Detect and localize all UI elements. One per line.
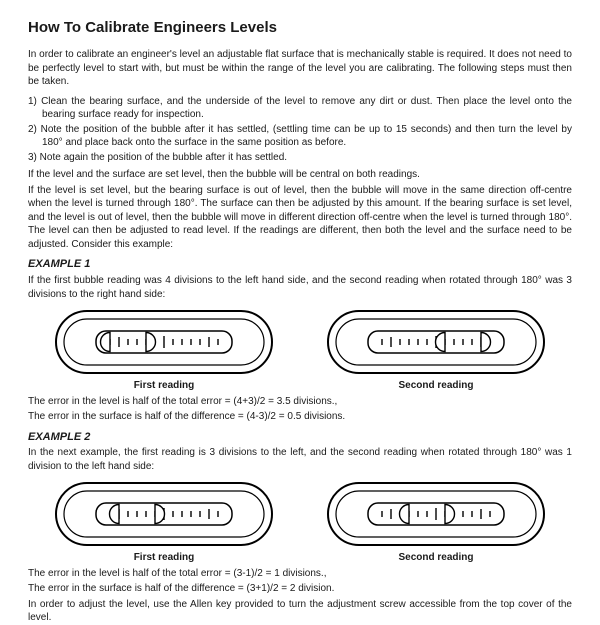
ex1-fig2: Second reading [326,309,546,393]
ex2-fig2: Second reading [326,481,546,565]
ex2-fig1: First reading [54,481,274,565]
ex1-fig1-label: First reading [54,379,274,393]
tail-paragraph: In order to adjust the level, use the Al… [28,598,572,625]
example-2-head: EXAMPLE 2 [28,430,572,445]
page-title: How To Calibrate Engineers Levels [28,18,572,38]
step-3: 3) Note again the position of the bubble… [28,151,572,165]
ex1-result-2: The error in the surface is half of the … [28,410,572,424]
step-2: 2) Note the position of the bubble after… [28,123,572,150]
step-1: 1) Clean the bearing surface, and the un… [28,95,572,122]
ex2-fig2-label: Second reading [326,551,546,565]
ex1-result-1: The error in the level is half of the to… [28,395,572,409]
level-diagram-icon [326,481,546,547]
intro-paragraph: In order to calibrate an engineer's leve… [28,48,572,89]
ex1-fig1: First reading [54,309,274,393]
example-2-desc: In the next example, the first reading i… [28,446,572,473]
explain-1: If the level and the surface are set lev… [28,168,572,182]
ex2-result-1: The error in the level is half of the to… [28,567,572,581]
ex2-fig1-label: First reading [54,551,274,565]
example-1-head: EXAMPLE 1 [28,257,572,272]
ex2-result-2: The error in the surface is half of the … [28,582,572,596]
example-1-figures: First reading Second reading [28,309,572,393]
ex1-fig2-label: Second reading [326,379,546,393]
level-diagram-icon [54,481,274,547]
level-diagram-icon [326,309,546,375]
level-diagram-icon [54,309,274,375]
example-2-figures: First reading Second reading [28,481,572,565]
explain-2: If the level is set level, but the beari… [28,184,572,252]
example-1-desc: If the first bubble reading was 4 divisi… [28,274,572,301]
steps-list: 1) Clean the bearing surface, and the un… [28,95,572,165]
